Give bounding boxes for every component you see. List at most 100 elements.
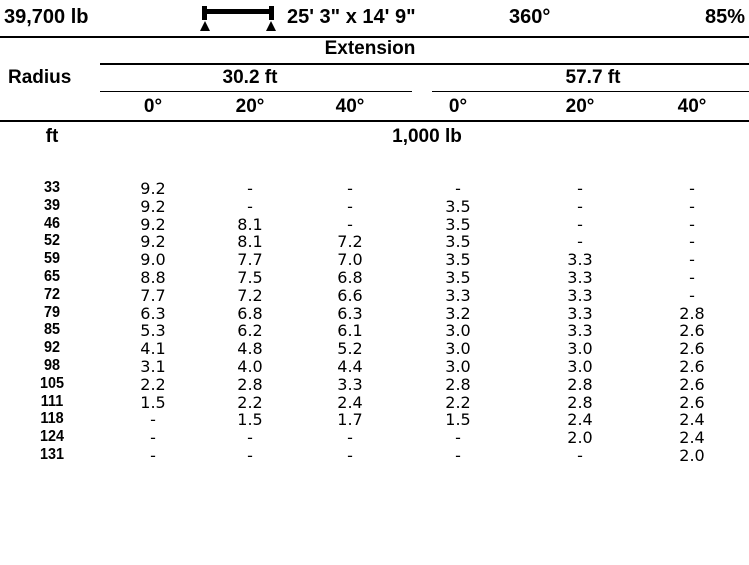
outrigger-spread-label: 25' 3" x 14' 9": [287, 6, 416, 28]
capacity-cell: -: [689, 214, 695, 234]
extension-57-label: 57.7 ft: [565, 67, 621, 88]
capacity-cell: 2.0: [567, 428, 593, 448]
radius-cell: 39: [43, 196, 61, 214]
capacity-cell: -: [150, 410, 156, 430]
capacity-cell: 8.1: [237, 232, 263, 252]
radius-unit-label: ft: [45, 126, 59, 147]
capacity-cell: -: [247, 428, 253, 448]
capacity-cell: 3.5: [445, 196, 471, 216]
radius-cell: 124: [39, 428, 65, 446]
capacity-cell: -: [577, 232, 583, 252]
capacity-cell: -: [577, 179, 583, 198]
capacity-cell: 2.6: [679, 339, 705, 359]
capacity-cell: -: [689, 268, 695, 287]
radius-cell: 98: [43, 357, 61, 374]
capacity-cell: 2.2: [237, 392, 263, 412]
capacity-cell: 9.2: [140, 179, 166, 198]
capacity-cell: 6.2: [237, 321, 263, 341]
capacity-cell: 4.4: [337, 357, 363, 376]
capacity-cell: 1.5: [445, 410, 471, 430]
capacity-cell: 2.6: [679, 357, 705, 376]
capacity-cell: 2.2: [140, 374, 166, 394]
outrigger-spread-icon: [200, 6, 276, 31]
capacity-cell: -: [347, 196, 353, 216]
capacity-cell: 2.8: [679, 303, 705, 323]
capacity-cell: -: [689, 196, 695, 216]
capacity-cell: 5.3: [140, 321, 166, 341]
capacity-cell: 9.2: [140, 196, 166, 216]
capacity-cell: 9.2: [140, 214, 166, 234]
capacity-cell: 5.2: [337, 339, 363, 359]
chart-header: 39,700 lb 25' 3" x 14' 9" 360° 85%: [0, 0, 749, 36]
capacity-cell: 3.0: [567, 339, 593, 359]
radius-cell: 85: [43, 321, 61, 339]
capacity-cell: 3.3: [337, 374, 363, 394]
capacity-cell: 7.7: [140, 285, 166, 305]
capacity-cell: 4.0: [237, 357, 263, 376]
capacity-cell: 7.5: [237, 268, 263, 287]
capacity-cell: 3.3: [567, 250, 593, 270]
capacity-cell: 3.3: [567, 321, 593, 341]
extension-divider: [100, 63, 749, 65]
angle-header-cell: 40°: [677, 96, 707, 117]
capacity-cell: -: [347, 214, 353, 234]
capacity-cell: 3.3: [567, 285, 593, 305]
capacity-cell: -: [150, 446, 156, 465]
capacity-cell: 3.0: [445, 321, 471, 341]
capacity-cell: 1.5: [237, 410, 263, 430]
angle-divider: [0, 120, 749, 122]
capacity-label: 39,700 lb: [4, 6, 89, 28]
angle-header-cell: 20°: [565, 96, 595, 117]
capacity-unit-label: 1,000 lb: [392, 126, 462, 147]
capacity-cell: 3.5: [445, 268, 471, 287]
capacity-cell: -: [247, 446, 253, 465]
capacity-cell: 3.0: [445, 339, 471, 359]
capacity-cell: 3.5: [445, 250, 471, 270]
capacity-cell: 3.3: [567, 268, 593, 287]
radius-cell: 92: [43, 339, 61, 357]
capacity-cell: -: [347, 179, 353, 198]
extension-30-label: 30.2 ft: [222, 67, 278, 88]
radius-cell: 72: [43, 285, 61, 303]
capacity-cell: 2.8: [237, 374, 263, 394]
extension-57-underline: [432, 91, 749, 92]
capacity-cell: 2.8: [567, 374, 593, 394]
capacity-cell: 2.4: [679, 428, 705, 448]
capacity-cell: 4.8: [237, 339, 263, 359]
capacity-cell: -: [455, 428, 461, 448]
radius-cell: 46: [43, 214, 61, 232]
capacity-cell: -: [455, 179, 461, 198]
capacity-cell: 7.7: [237, 250, 263, 270]
capacity-cell: 3.5: [445, 214, 471, 234]
capacity-cell: 3.2: [445, 303, 471, 323]
capacity-cell: 2.8: [567, 392, 593, 412]
radius-cell: 59: [43, 250, 61, 268]
capacity-cell: 2.4: [679, 410, 705, 430]
radius-cell: 105: [39, 374, 65, 392]
angle-header-cell: 20°: [235, 96, 265, 117]
capacity-cell: 9.0: [140, 250, 166, 270]
radius-cell: 52: [43, 232, 61, 250]
radius-cell: 65: [43, 268, 61, 285]
capacity-cell: -: [689, 179, 695, 198]
rotation-label: 360°: [509, 6, 551, 28]
capacity-cell: 3.3: [445, 285, 471, 305]
radius-cell: 111: [40, 392, 64, 410]
capacity-cell: 2.2: [445, 392, 471, 412]
angle-header-cell: 0°: [448, 96, 468, 117]
angle-header-cell: 40°: [335, 96, 365, 117]
capacity-cell: 3.0: [567, 357, 593, 376]
capacity-cell: 3.0: [445, 357, 471, 376]
capacity-cell: 6.8: [237, 303, 263, 323]
capacity-cell: 3.3: [567, 303, 593, 323]
capacity-cell: 6.3: [337, 303, 363, 323]
capacity-cell: 9.2: [140, 232, 166, 252]
capacity-cell: 2.6: [679, 392, 705, 412]
radius-cell: 118: [40, 410, 64, 428]
capacity-cell: -: [247, 179, 253, 198]
capacity-cell: 7.0: [337, 250, 363, 270]
capacity-cell: 6.1: [337, 321, 363, 341]
extension-label: Extension: [324, 38, 416, 59]
capacity-cell: -: [577, 214, 583, 234]
capacity-cell: 2.0: [679, 446, 705, 465]
